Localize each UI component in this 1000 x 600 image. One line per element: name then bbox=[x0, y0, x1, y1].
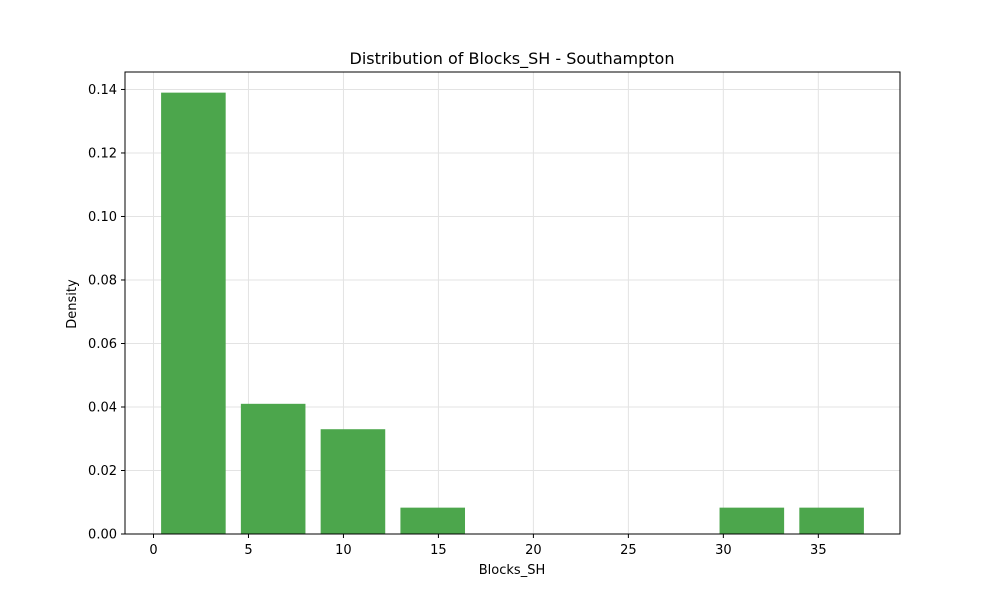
histogram-bar-7 bbox=[719, 507, 785, 534]
x-tick-label-0: 0 bbox=[149, 543, 157, 558]
x-tick-label-6: 30 bbox=[715, 543, 732, 558]
y-tick-label-4: 0.08 bbox=[88, 273, 117, 288]
y-tick-label-7: 0.14 bbox=[88, 83, 117, 98]
x-tick-label-3: 15 bbox=[430, 543, 447, 558]
y-tick-label-6: 0.12 bbox=[88, 146, 117, 161]
x-axis-label: Blocks_SH bbox=[479, 563, 545, 578]
histogram-bar-1 bbox=[240, 403, 306, 534]
y-tick-label-1: 0.02 bbox=[88, 464, 117, 479]
x-tick-label-5: 25 bbox=[620, 543, 637, 558]
histogram-bar-0 bbox=[161, 92, 226, 535]
y-axis-ticks: 0.00 0.02 0.04 0.06 0.08 0.10 0.12 0.14 bbox=[88, 83, 125, 543]
histogram-bar-8 bbox=[799, 507, 864, 534]
histogram-bar-3 bbox=[400, 507, 466, 534]
plot-frame bbox=[124, 71, 901, 535]
x-tick-label-4: 20 bbox=[525, 543, 542, 558]
y-axis-label: Density bbox=[65, 279, 80, 329]
x-tick-label-7: 35 bbox=[810, 543, 827, 558]
chart-title: Distribution of Blocks_SH - Southampton bbox=[350, 49, 675, 69]
y-tick-label-2: 0.04 bbox=[88, 400, 117, 415]
x-tick-label-2: 10 bbox=[335, 543, 352, 558]
y-tick-label-3: 0.06 bbox=[88, 337, 117, 352]
y-tick-label-5: 0.10 bbox=[88, 210, 117, 225]
histogram-bar-2 bbox=[320, 429, 386, 534]
x-tick-label-1: 5 bbox=[244, 543, 252, 558]
bar-layer bbox=[161, 92, 864, 535]
y-tick-label-0: 0.00 bbox=[88, 528, 117, 543]
x-axis-ticks: 0 5 10 15 20 25 30 35 bbox=[149, 534, 827, 558]
